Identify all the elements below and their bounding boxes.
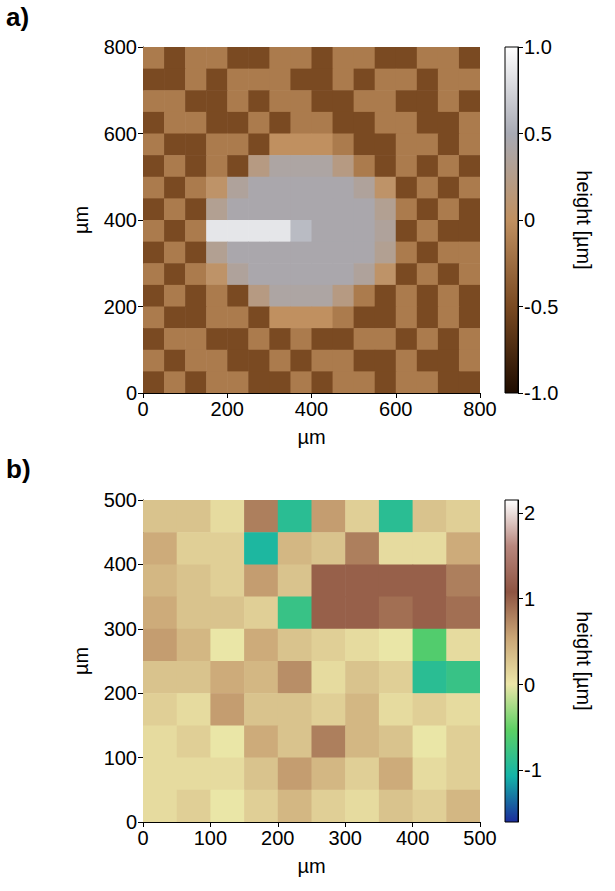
svg-text:200: 200 [261,827,294,849]
svg-text:-1: -1 [524,759,542,781]
svg-text:400: 400 [396,827,429,849]
svg-text:1: 1 [524,588,535,610]
svg-text:400: 400 [104,209,137,231]
svg-text:800: 800 [463,398,496,420]
svg-text:0: 0 [126,382,137,404]
svg-text:500: 500 [463,827,496,849]
svg-text:b): b) [6,454,31,484]
svg-text:height [µm]: height [µm] [573,170,595,269]
svg-text:µm: µm [70,206,92,234]
svg-text:µm: µm [297,855,325,877]
svg-text:300: 300 [104,618,137,640]
svg-text:400: 400 [104,553,137,575]
svg-text:600: 600 [379,398,412,420]
svg-text:200: 200 [104,682,137,704]
svg-text:100: 100 [194,827,227,849]
svg-text:600: 600 [104,123,137,145]
svg-text:-1.0: -1.0 [524,382,558,404]
svg-text:400: 400 [295,398,328,420]
svg-text:200: 200 [104,296,137,318]
svg-text:800: 800 [104,36,137,58]
svg-text:0: 0 [524,209,535,231]
svg-text:a): a) [6,2,29,32]
svg-text:0: 0 [137,827,148,849]
svg-text:300: 300 [329,827,362,849]
svg-text:1.0: 1.0 [524,36,552,58]
svg-text:500: 500 [104,489,137,511]
svg-text:µm: µm [297,426,325,448]
svg-text:height [µm]: height [µm] [573,611,595,710]
svg-text:100: 100 [104,747,137,769]
svg-text:2: 2 [524,502,535,524]
svg-text:0: 0 [126,811,137,833]
svg-text:0: 0 [137,398,148,420]
svg-text:200: 200 [211,398,244,420]
svg-text:0.5: 0.5 [524,123,552,145]
svg-text:-0.5: -0.5 [524,296,558,318]
svg-text:µm: µm [70,647,92,675]
svg-text:0: 0 [524,674,535,696]
